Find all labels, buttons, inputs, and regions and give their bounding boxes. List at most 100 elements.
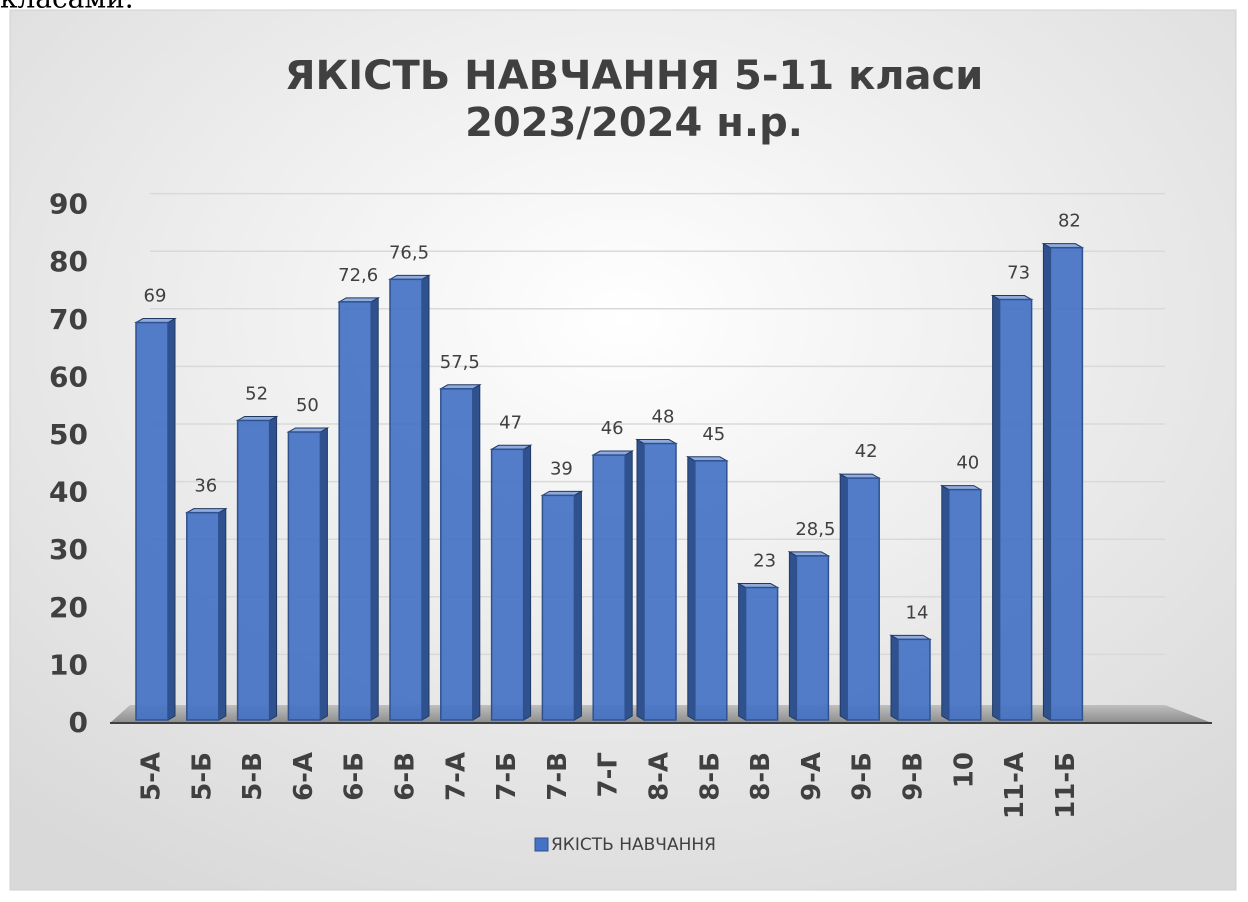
bar-front	[592, 454, 626, 721]
bar-front	[440, 388, 474, 721]
chart-subtitle: 2023/2024 н.р.	[465, 100, 803, 146]
x-tick-label: 9-А	[797, 752, 827, 801]
data-label: 36	[194, 476, 217, 497]
bar-front	[897, 638, 931, 721]
bar	[540, 490, 584, 721]
chart-title: ЯКІСТЬ НАВЧАННЯ 5-11 класи	[285, 53, 984, 99]
bar-side	[738, 582, 747, 721]
bar	[990, 294, 1034, 721]
bar-front	[186, 511, 220, 721]
bar-side	[687, 455, 696, 721]
bar-front	[744, 586, 779, 721]
bar-side	[788, 550, 797, 721]
bar-side	[319, 427, 328, 721]
bar	[286, 427, 330, 721]
x-tick-label: 8-Б	[695, 752, 725, 801]
bar-front	[236, 419, 271, 721]
y-tick-label: 50	[49, 418, 88, 451]
x-tick-label: 8-А	[645, 752, 675, 801]
x-tick-label: 11-А	[1000, 752, 1030, 819]
data-label: 76,5	[389, 242, 429, 263]
bar-side	[421, 274, 430, 721]
x-tick-label: 5-В	[238, 752, 268, 801]
y-tick-label: 0	[69, 706, 88, 739]
bar-side	[890, 634, 899, 721]
bar	[438, 383, 482, 721]
data-label: 28,5	[795, 519, 835, 540]
bar	[489, 444, 533, 721]
bar-side	[636, 438, 645, 721]
x-tick-label: 6-А	[289, 752, 319, 801]
bar-side	[839, 473, 848, 721]
data-label: 45	[702, 424, 725, 445]
bar-front	[287, 431, 322, 721]
x-tick-label: 10	[949, 752, 979, 788]
bar-front	[998, 298, 1033, 721]
y-tick-label: 60	[49, 360, 88, 393]
bar	[1041, 242, 1085, 721]
y-tick-label: 80	[49, 245, 88, 278]
bar-front	[846, 477, 880, 721]
legend-label: ЯКІСТЬ НАВЧАННЯ	[551, 835, 716, 855]
data-label: 82	[1058, 211, 1081, 232]
x-tick-label: 9-В	[899, 752, 929, 801]
data-label: 69	[144, 286, 167, 307]
bar-side	[941, 484, 950, 721]
bar	[184, 507, 228, 721]
data-label: 46	[601, 418, 624, 439]
bar-side	[269, 415, 278, 721]
x-tick-label: 11-Б	[1051, 752, 1081, 819]
bar	[736, 582, 780, 721]
data-label: 73	[1007, 263, 1030, 284]
data-label: 42	[855, 441, 878, 462]
data-label: 57,5	[440, 352, 480, 373]
bar-side	[370, 296, 379, 721]
data-label: 52	[245, 383, 268, 404]
bar-front	[338, 301, 372, 721]
y-tick-label: 90	[49, 188, 88, 221]
x-tick-label: 7-Б	[492, 752, 522, 801]
bar-side	[624, 450, 633, 721]
y-tick-label: 20	[49, 591, 88, 624]
data-label: 14	[906, 602, 929, 623]
x-tick-label: 8-В	[746, 752, 776, 801]
bar	[939, 484, 983, 721]
bar-side	[472, 383, 481, 721]
bar-side	[218, 507, 227, 721]
data-label: 47	[499, 412, 522, 433]
bar-side	[167, 317, 176, 721]
bar-front	[643, 442, 677, 721]
bar	[889, 634, 932, 721]
bar-side	[1042, 242, 1051, 721]
bar	[235, 415, 279, 721]
data-label: 23	[753, 551, 776, 572]
bar-front	[1049, 246, 1084, 721]
bar-front	[490, 448, 525, 721]
x-tick-label: 7-Г	[594, 752, 624, 797]
bar-front	[694, 460, 728, 721]
data-label: 50	[296, 395, 319, 416]
bar	[635, 438, 678, 721]
y-tick-label: 70	[49, 303, 88, 336]
y-tick-label: 40	[49, 476, 88, 509]
bar-front	[948, 488, 982, 721]
bar-front	[389, 278, 423, 721]
x-tick-label: 6-Б	[340, 752, 370, 801]
legend-swatch	[534, 837, 549, 852]
y-tick-label: 10	[49, 648, 88, 681]
bar-side	[573, 490, 582, 721]
x-tick-label: 7-В	[543, 752, 573, 801]
bar	[134, 317, 177, 721]
x-tick-label: 6-В	[391, 752, 421, 801]
data-label: 72,6	[338, 265, 378, 286]
bar	[388, 274, 431, 721]
data-label: 48	[652, 407, 675, 428]
bar	[337, 296, 381, 721]
bar-side	[523, 444, 532, 721]
x-tick-label: 7-А	[441, 752, 471, 801]
x-tick-label: 5-А	[137, 752, 167, 801]
x-tick-label: 9-Б	[848, 752, 878, 801]
y-tick-label: 30	[49, 533, 88, 566]
bar	[591, 450, 635, 721]
